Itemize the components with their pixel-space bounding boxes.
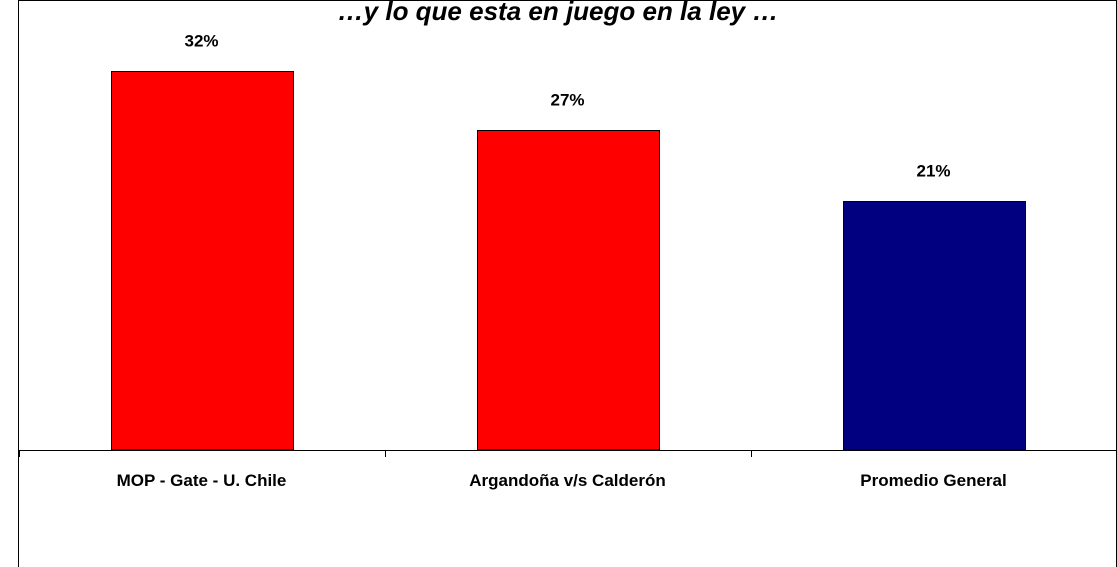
x-tick-label: Argandoña v/s Calderón [469, 471, 665, 490]
labels-layer: 32% MOP - Gate - U. Chile 27% Argandoña v/s… [117, 32, 1007, 491]
x-tick-label: Promedio General [860, 471, 1006, 490]
bar [477, 130, 660, 451]
data-label: 27% [550, 91, 584, 110]
chart-title: …y lo que esta en juego en la ley … [338, 0, 779, 26]
bar [111, 71, 294, 451]
x-axis [18, 450, 1117, 457]
x-tick-label: MOP - Gate - U. Chile [117, 471, 287, 490]
bar [843, 201, 1026, 451]
bars-layer [111, 71, 1026, 451]
data-label: 21% [916, 162, 950, 181]
data-label: 32% [184, 32, 218, 51]
